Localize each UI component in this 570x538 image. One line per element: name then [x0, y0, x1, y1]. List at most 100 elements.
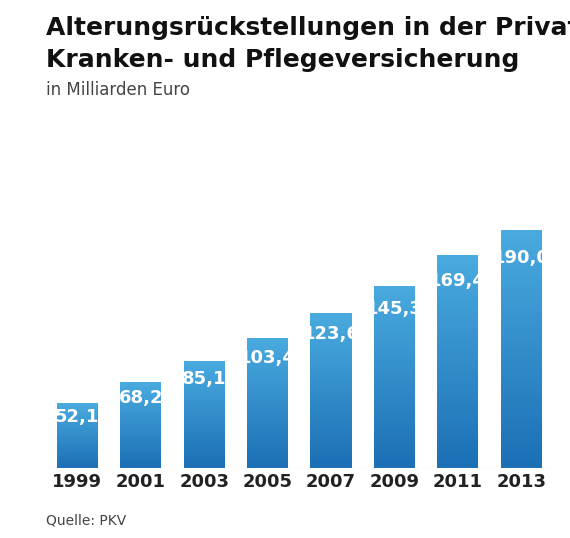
Bar — [500, 310, 542, 313]
Bar — [56, 430, 98, 431]
Bar — [184, 375, 225, 376]
Bar — [184, 433, 225, 434]
Bar — [184, 424, 225, 426]
Bar — [120, 385, 161, 386]
Bar — [184, 452, 225, 453]
Bar — [500, 463, 542, 466]
Bar — [437, 281, 478, 283]
Bar — [247, 379, 288, 380]
Bar — [184, 455, 225, 456]
Bar — [437, 325, 478, 328]
Bar — [56, 458, 98, 459]
Bar — [437, 402, 478, 404]
Bar — [184, 443, 225, 444]
Bar — [500, 282, 542, 285]
Bar — [437, 430, 478, 432]
Bar — [184, 385, 225, 386]
Bar — [437, 426, 478, 428]
Text: 52,1: 52,1 — [55, 408, 100, 426]
Bar — [247, 343, 288, 345]
Bar — [500, 232, 542, 235]
Bar — [437, 404, 478, 406]
Bar — [120, 398, 161, 399]
Bar — [184, 466, 225, 467]
Bar — [184, 435, 225, 436]
Bar — [247, 442, 288, 443]
Bar — [310, 410, 352, 412]
Bar — [437, 419, 478, 421]
Bar — [374, 295, 415, 296]
Bar — [247, 358, 288, 359]
Bar — [184, 441, 225, 442]
Bar — [310, 377, 352, 378]
Bar — [310, 372, 352, 373]
Bar — [120, 425, 161, 426]
Bar — [247, 408, 288, 409]
Bar — [500, 408, 542, 411]
Bar — [374, 402, 415, 404]
Bar — [500, 277, 542, 280]
Bar — [374, 426, 415, 428]
Bar — [437, 305, 478, 307]
Bar — [56, 466, 98, 467]
Bar — [56, 456, 98, 457]
Bar — [500, 428, 542, 430]
Bar — [56, 465, 98, 466]
Bar — [500, 442, 542, 444]
Bar — [437, 294, 478, 296]
Bar — [437, 432, 478, 434]
Bar — [120, 410, 161, 412]
Bar — [120, 400, 161, 401]
Text: Kranken- und Pflegeversicherung: Kranken- und Pflegeversicherung — [46, 48, 519, 73]
Bar — [437, 406, 478, 408]
Bar — [247, 362, 288, 363]
Bar — [310, 420, 352, 421]
Bar — [120, 432, 161, 433]
Bar — [500, 368, 542, 370]
Bar — [437, 362, 478, 364]
Bar — [310, 316, 352, 317]
Bar — [184, 364, 225, 365]
Bar — [120, 466, 161, 467]
Bar — [247, 425, 288, 427]
Bar — [374, 383, 415, 384]
Bar — [120, 384, 161, 385]
Bar — [184, 388, 225, 389]
Bar — [120, 416, 161, 417]
Bar — [184, 437, 225, 438]
Bar — [500, 370, 542, 373]
Bar — [500, 433, 542, 435]
Bar — [56, 431, 98, 432]
Bar — [437, 302, 478, 305]
Bar — [437, 408, 478, 410]
Bar — [437, 366, 478, 368]
Bar — [500, 358, 542, 360]
Bar — [184, 427, 225, 428]
Bar — [184, 398, 225, 399]
Bar — [247, 449, 288, 450]
Bar — [247, 364, 288, 365]
Bar — [310, 322, 352, 324]
Bar — [247, 415, 288, 416]
Bar — [247, 359, 288, 360]
Bar — [374, 408, 415, 410]
Bar — [500, 230, 542, 232]
Bar — [184, 463, 225, 464]
Bar — [247, 384, 288, 385]
Bar — [120, 437, 161, 438]
Bar — [310, 328, 352, 330]
Bar — [310, 375, 352, 377]
Bar — [184, 456, 225, 457]
Bar — [184, 417, 225, 418]
Bar — [184, 377, 225, 378]
Bar — [56, 429, 98, 430]
Bar — [120, 457, 161, 458]
Bar — [437, 334, 478, 336]
Bar — [120, 399, 161, 400]
Bar — [500, 451, 542, 454]
Bar — [374, 357, 415, 359]
Bar — [56, 453, 98, 454]
Bar — [437, 421, 478, 423]
Bar — [56, 424, 98, 425]
Bar — [184, 453, 225, 454]
